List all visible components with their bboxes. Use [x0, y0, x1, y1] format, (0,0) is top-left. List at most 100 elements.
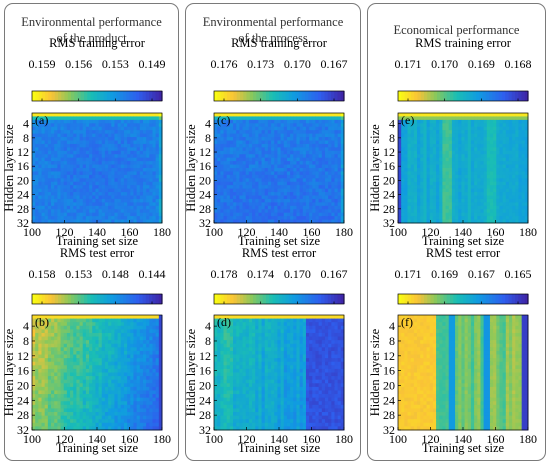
heatmap-cell: [66, 336, 71, 341]
heatmap-cell: [464, 185, 469, 190]
heatmap-cell: [82, 318, 87, 323]
heatmap-cell: [448, 181, 453, 186]
heatmap-cell: [57, 123, 62, 128]
heatmap-cell: [470, 174, 475, 179]
heatmap-cell: [158, 192, 163, 196]
heatmap-cell: [328, 181, 332, 186]
heatmap-cell: [274, 137, 278, 141]
heatmap-cell: [44, 171, 49, 176]
heatmap-cell: [315, 168, 320, 172]
heatmap-cell: [261, 164, 266, 169]
heatmap-cell: [35, 174, 39, 179]
heatmap-cell: [277, 188, 282, 193]
heatmap-cell: [101, 325, 106, 330]
colorbar-segment: [485, 91, 490, 101]
heatmap-cell: [518, 168, 523, 172]
heatmap-cell: [410, 161, 415, 166]
heatmap-cell: [139, 140, 144, 145]
heatmap-cell: [104, 343, 109, 348]
heatmap-cell: [98, 358, 103, 363]
heatmap-cell: [328, 161, 332, 166]
heatmap-cell: [76, 198, 81, 203]
heatmap-cell: [493, 140, 497, 145]
heatmap-cell: [92, 126, 96, 131]
heatmap-cell: [436, 123, 440, 128]
colorbar-segment: [404, 91, 409, 101]
heatmap-cell: [217, 192, 221, 196]
heatmap-cell: [398, 123, 402, 128]
heatmap-cell: [60, 171, 65, 176]
heatmap-cell: [264, 181, 269, 186]
heatmap-cell: [66, 174, 71, 179]
heatmap-cell: [264, 195, 269, 200]
heatmap-cell: [63, 137, 68, 141]
heatmap-cell: [264, 147, 269, 152]
heatmap-cell: [518, 185, 523, 190]
heatmap-cell: [423, 164, 428, 169]
heatmap-cell: [331, 130, 335, 135]
heatmap-cell: [401, 143, 405, 148]
heatmap-cell: [496, 198, 500, 203]
heatmap-cell: [464, 209, 469, 214]
heatmap-cell: [489, 133, 494, 138]
heatmap-cell: [66, 168, 71, 172]
heatmap-cell: [417, 195, 421, 200]
heatmap-cell: [477, 171, 481, 176]
heatmap-cell: [277, 198, 282, 203]
heatmap-cell: [108, 157, 112, 162]
heatmap-cell: [57, 130, 62, 135]
heatmap-cell: [312, 157, 316, 162]
heatmap-cell: [242, 143, 247, 148]
heatmap-cell: [474, 157, 478, 162]
colorbar-segment: [223, 91, 228, 101]
heatmap-cell: [101, 147, 106, 152]
heatmap-cell: [474, 133, 478, 138]
heatmap-cell: [60, 365, 65, 370]
heatmap-cell: [95, 350, 100, 356]
heatmap-cell: [101, 130, 106, 135]
heatmap-cell: [51, 130, 55, 135]
heatmap-cell: [258, 154, 263, 159]
heatmap-cell: [302, 150, 307, 155]
heatmap-cell: [95, 116, 100, 121]
heatmap-cell: [274, 195, 278, 200]
heatmap-cell: [426, 137, 431, 141]
heatmap-cell: [117, 185, 122, 190]
heatmap-cell: [104, 195, 109, 200]
heatmap-cell: [277, 116, 282, 121]
heatmap-cell: [79, 181, 84, 186]
heatmap-cell: [432, 205, 437, 210]
heatmap-cell: [101, 181, 106, 186]
heatmap-cell: [502, 140, 507, 145]
heatmap-cell: [101, 137, 106, 141]
heatmap-cell: [142, 195, 147, 200]
heatmap-cell: [483, 150, 488, 155]
heatmap-cell: [155, 133, 160, 138]
heatmap-cell: [264, 133, 269, 138]
heatmap-cell: [82, 365, 87, 370]
heatmap-cell: [35, 329, 39, 334]
heatmap-cell: [458, 178, 462, 183]
heatmap-cell: [139, 376, 144, 381]
heatmap-cell: [489, 205, 494, 210]
heatmap-cell: [299, 178, 304, 183]
heatmap-cell: [92, 164, 96, 169]
heatmap-cell: [92, 368, 96, 373]
heatmap-cell: [315, 123, 320, 128]
heatmap-cell: [296, 119, 301, 124]
heatmap-cell: [420, 219, 424, 224]
heatmap-cell: [73, 322, 77, 327]
heatmap-cell: [496, 178, 500, 183]
heatmap-cell: [79, 329, 84, 334]
heatmap-cell: [44, 361, 49, 366]
heatmap-cell: [158, 143, 163, 148]
heatmap-cell: [117, 116, 122, 121]
heatmap-cell: [261, 119, 266, 124]
heatmap-cell: [417, 188, 421, 193]
heatmap-cell: [70, 212, 74, 217]
heatmap-cell: [245, 181, 250, 186]
heatmap-cell: [436, 188, 440, 193]
heatmap-cell: [44, 343, 49, 348]
heatmap-cell: [274, 143, 278, 148]
heatmap-cell: [152, 216, 157, 221]
